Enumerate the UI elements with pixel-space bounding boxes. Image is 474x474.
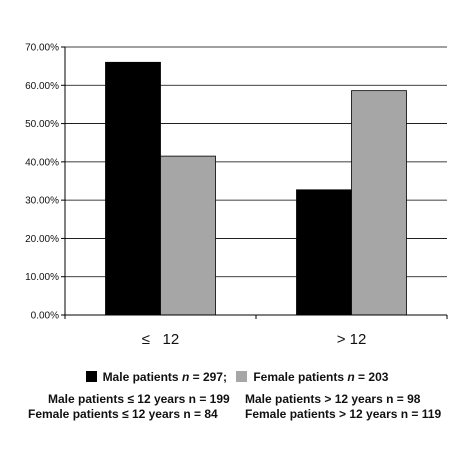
note-female-gt12: Female patients > 12 years n = 119: [245, 407, 442, 421]
note-female-le12: Female patients ≤ 12 years n = 84: [28, 407, 218, 421]
legend-female-n-value: = 203: [354, 370, 389, 384]
y-tick-label: 40.00%: [25, 157, 59, 168]
legend-male-n-symbol: n: [181, 370, 190, 384]
y-tick-label: 70.00%: [25, 43, 59, 54]
legend-swatch-male: [85, 371, 97, 382]
legend-male-label: Male patients: [102, 370, 179, 384]
y-axis-ticks: 0.00% 10.00% 20.00% 30.00% 40.00% 50.00% 60.00…: [25, 43, 65, 322]
bar-male: [296, 189, 352, 316]
y-tick-label: 30.00%: [25, 196, 59, 207]
y-tick-label: 0.00%: [31, 311, 59, 322]
x-axis-labels: ≤ 12 > 12: [64, 315, 448, 348]
legend-female-label: Female patients: [253, 370, 345, 384]
legend: Male patients n = 297; Female patients n…: [0, 370, 474, 384]
x-category-label: ≤ 12: [142, 331, 179, 348]
note-male-gt12: Male patients > 12 years n = 98: [245, 392, 421, 406]
legend-female-n-symbol: n: [347, 370, 355, 384]
y-tick-label: 10.00%: [25, 272, 59, 283]
y-tick-label: 60.00%: [25, 81, 59, 92]
bar-female: [351, 90, 407, 316]
y-tick-label: 50.00%: [25, 119, 59, 130]
bar-male: [105, 61, 161, 316]
legend-swatch-female: [236, 371, 248, 382]
legend-male-n-value: = 297;: [189, 370, 227, 384]
x-category-label: > 12: [337, 331, 367, 348]
y-tick-label: 20.00%: [25, 234, 59, 245]
note-male-le12: Male patients ≤ 12 years n = 199: [48, 392, 230, 406]
bar-female: [160, 155, 216, 316]
